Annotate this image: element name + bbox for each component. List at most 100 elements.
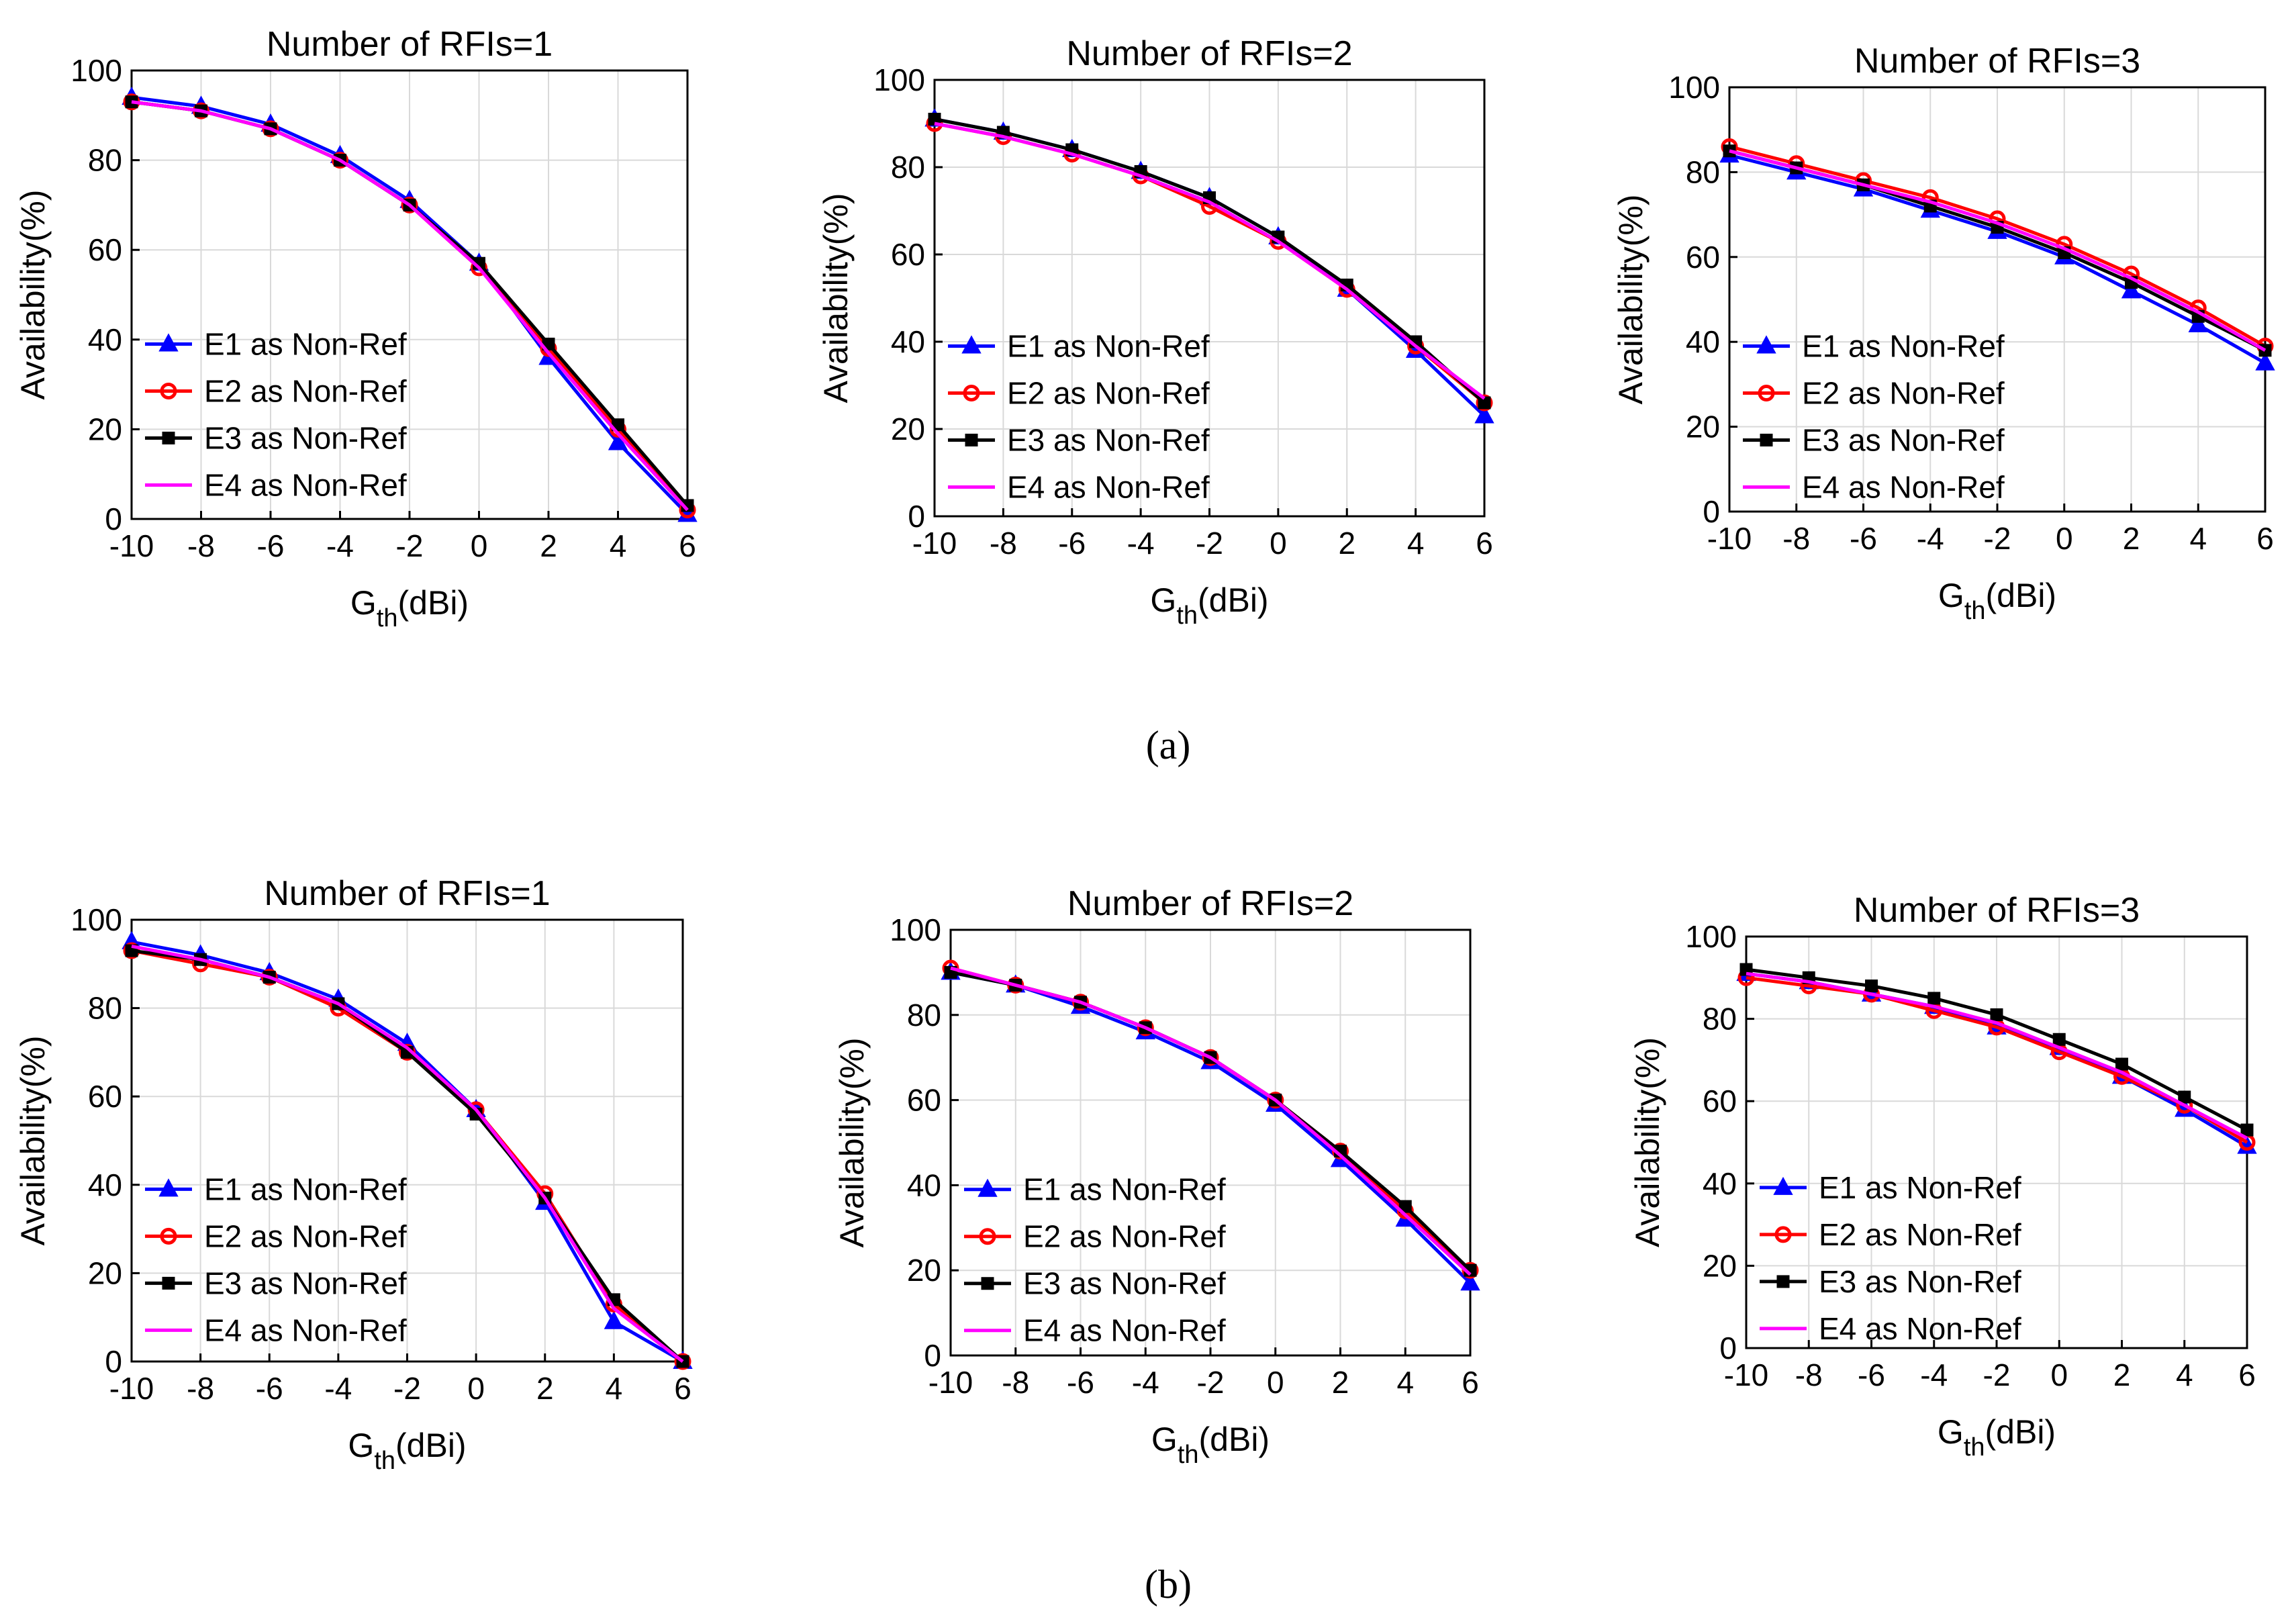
xtick-label-1-8: 6 bbox=[679, 528, 696, 563]
data-point-1-e2-3 bbox=[332, 152, 348, 169]
chart-title-2: Number of RFIs=2 bbox=[1066, 34, 1352, 73]
xtick-label-1-6: 2 bbox=[540, 528, 557, 563]
data-point-5-e2-2 bbox=[1072, 994, 1089, 1011]
ytick-label-2-2: 40 bbox=[891, 324, 925, 359]
data-point-3-e1-7 bbox=[2188, 314, 2208, 332]
xtick-label-5-0: -10 bbox=[928, 1365, 973, 1400]
x-axis-label-rest-1: (dBi) bbox=[398, 584, 469, 622]
data-point-6-e3-4 bbox=[1990, 1008, 2003, 1021]
x-axis-label-1: Gth(dBi) bbox=[350, 584, 469, 632]
xtick-label-1-3: -4 bbox=[326, 528, 354, 563]
ytick-label-2-0: 0 bbox=[908, 499, 925, 534]
series-line-2-e4 bbox=[934, 122, 1486, 400]
legend-label-6-e4: E4 as Non-Ref bbox=[1819, 1311, 2021, 1346]
caption-b: (b) bbox=[1145, 1562, 1192, 1607]
legend-label-1-e3: E3 as Non-Ref bbox=[204, 420, 407, 455]
ytick-label-1-0: 0 bbox=[105, 501, 122, 536]
ytick-label-1-3: 60 bbox=[88, 232, 122, 267]
xtick-label-5-2: -6 bbox=[1067, 1365, 1094, 1400]
ytick-label-2-1: 20 bbox=[891, 412, 925, 446]
xtick-label-3-6: 2 bbox=[2123, 521, 2140, 556]
ytick-label-6-4: 80 bbox=[1703, 1002, 1737, 1037]
ytick-label-6-1: 20 bbox=[1703, 1248, 1737, 1283]
legend-marker-6-e1 bbox=[1773, 1176, 1793, 1195]
data-point-6-e3-6 bbox=[2115, 1057, 2128, 1071]
x-axis-label-sub-6: th bbox=[1964, 1433, 1985, 1462]
legend-marker-5-e3 bbox=[981, 1277, 994, 1290]
x-axis-label-main-2: G bbox=[1150, 581, 1176, 619]
legend-label-2-e3: E3 as Non-Ref bbox=[1007, 423, 1210, 458]
ytick-label-2-5: 100 bbox=[873, 62, 925, 97]
x-axis-label-2: Gth(dBi) bbox=[1150, 581, 1268, 630]
legend-label-5-e2: E2 as Non-Ref bbox=[1023, 1219, 1226, 1254]
legend-marker-4-e1 bbox=[158, 1178, 179, 1197]
chart-title-4: Number of RFIs=1 bbox=[264, 874, 550, 913]
ytick-label-5-3: 60 bbox=[907, 1083, 941, 1118]
xtick-label-1-4: -2 bbox=[396, 528, 424, 563]
xtick-label-3-8: 6 bbox=[2256, 521, 2274, 556]
xtick-label-1-5: 0 bbox=[471, 528, 488, 563]
xtick-label-2-4: -2 bbox=[1196, 526, 1223, 561]
ytick-label-4-4: 80 bbox=[88, 991, 122, 1026]
data-point-3-e1-8 bbox=[2255, 352, 2275, 371]
xtick-label-4-4: -2 bbox=[393, 1371, 421, 1406]
legend-marker-1-e3 bbox=[162, 431, 175, 444]
xtick-label-2-8: 6 bbox=[1476, 526, 1493, 561]
data-point-6-e3-8 bbox=[2240, 1123, 2254, 1137]
legend-label-1-e2: E2 as Non-Ref bbox=[204, 373, 407, 408]
xtick-label-2-2: -6 bbox=[1058, 526, 1086, 561]
ytick-label-4-1: 20 bbox=[88, 1255, 122, 1290]
y-axis-label-1: Availability(%) bbox=[14, 189, 52, 399]
legend-marker-2-e3 bbox=[965, 434, 978, 446]
legend-label-4-e3: E3 as Non-Ref bbox=[204, 1265, 407, 1300]
legend-label-2-e2: E2 as Non-Ref bbox=[1007, 376, 1210, 411]
data-point-2-e2-8 bbox=[1476, 394, 1493, 412]
ytick-label-3-1: 20 bbox=[1686, 410, 1720, 444]
legend-label-4-e1: E1 as Non-Ref bbox=[204, 1172, 407, 1206]
legend-marker-5-e1 bbox=[977, 1178, 998, 1197]
xtick-label-6-7: 4 bbox=[2176, 1357, 2193, 1392]
data-point-6-e3-2 bbox=[1865, 980, 1878, 993]
ytick-label-5-1: 20 bbox=[907, 1253, 941, 1288]
ytick-label-3-4: 80 bbox=[1686, 154, 1720, 189]
ytick-label-5-5: 100 bbox=[890, 912, 941, 947]
ytick-label-2-4: 80 bbox=[891, 150, 925, 185]
data-point-6-e3-7 bbox=[2178, 1090, 2191, 1104]
x-axis-label-rest-3: (dBi) bbox=[1986, 577, 2057, 614]
ytick-label-2-3: 60 bbox=[891, 237, 925, 272]
legend-marker-3-e3 bbox=[1760, 434, 1773, 447]
legend-label-6-e3: E3 as Non-Ref bbox=[1819, 1264, 2021, 1299]
ytick-label-3-0: 0 bbox=[1703, 494, 1720, 529]
xtick-label-3-7: 4 bbox=[2189, 521, 2207, 556]
legend-label-2-e1: E1 as Non-Ref bbox=[1007, 329, 1210, 364]
ytick-label-4-5: 100 bbox=[70, 902, 122, 937]
series-line-6-e4 bbox=[1746, 971, 2248, 1140]
xtick-label-1-1: -8 bbox=[187, 528, 215, 563]
ytick-label-3-2: 40 bbox=[1686, 324, 1720, 359]
data-point-5-e2-4 bbox=[1202, 1049, 1219, 1066]
x-axis-label-4: Gth(dBi) bbox=[348, 1427, 466, 1475]
ytick-label-6-2: 40 bbox=[1703, 1166, 1737, 1201]
x-axis-label-rest-2: (dBi) bbox=[1198, 581, 1269, 619]
x-axis-label-main-1: G bbox=[350, 584, 377, 622]
series-line-1-e4 bbox=[131, 100, 689, 512]
data-point-5-e2-5 bbox=[1267, 1092, 1284, 1109]
xtick-label-6-0: -10 bbox=[1724, 1357, 1768, 1392]
legend-label-1-e1: E1 as Non-Ref bbox=[204, 326, 407, 361]
ytick-label-1-5: 100 bbox=[70, 53, 122, 88]
xtick-label-3-3: -4 bbox=[1917, 521, 1944, 556]
y-axis-label-3: Availability(%) bbox=[1612, 194, 1650, 404]
legend-marker-5-e2 bbox=[979, 1228, 996, 1245]
legend-marker-2-e2 bbox=[963, 385, 980, 401]
xtick-label-5-4: -2 bbox=[1197, 1365, 1225, 1400]
x-axis-label-sub-3: th bbox=[1964, 597, 1986, 625]
xtick-label-6-1: -8 bbox=[1795, 1357, 1823, 1392]
series-line-3-e4 bbox=[1729, 149, 2267, 352]
x-axis-label-rest-6: (dBi) bbox=[1985, 1413, 2056, 1451]
caption-a: (a) bbox=[1146, 723, 1191, 767]
ytick-label-1-1: 20 bbox=[88, 412, 122, 446]
